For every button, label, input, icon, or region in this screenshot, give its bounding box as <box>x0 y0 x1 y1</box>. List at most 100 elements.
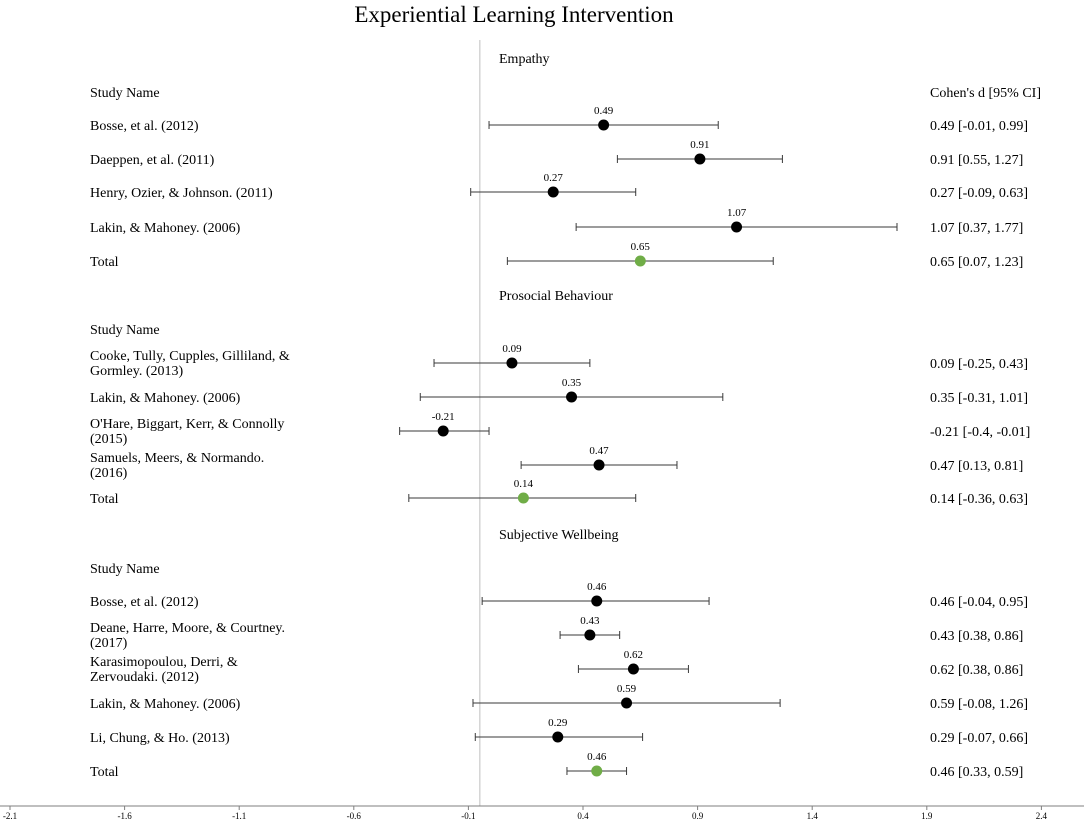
study-label: Total <box>90 255 119 270</box>
data-label: 0.35 <box>562 377 582 389</box>
effect-point <box>621 697 633 709</box>
study-label: O'Hare, Biggart, Kerr, & Connolly (2015) <box>90 417 284 447</box>
effect-point <box>598 119 610 131</box>
ci-text: 0.46 [-0.04, 0.95] <box>930 595 1028 610</box>
study-label: Deane, Harre, Moore, & Courtney. (2017) <box>90 621 285 651</box>
study-row: Bosse, et al. (2012) 0.46 0.46 [-0.04, 0.9… <box>90 581 1028 610</box>
study-label: Total <box>90 765 119 780</box>
study-row: Karasimopoulou, Derri, & Zervoudaki. (201… <box>90 649 1023 685</box>
data-label: 0.27 <box>544 172 564 184</box>
data-label: 0.46 <box>587 751 607 763</box>
effect-point <box>552 731 564 743</box>
study-label: Lakin, & Mahoney. (2006) <box>90 221 241 236</box>
effect-point <box>506 357 518 369</box>
section-0: Empathy Study Name Cohen's d [95% CI] Bosse… <box>90 52 1041 270</box>
study-label: Samuels, Meers, & Normando. (2016) <box>90 451 264 481</box>
ci-text: 0.62 [0.38, 0.86] <box>930 663 1023 678</box>
section-title: Empathy <box>499 52 550 67</box>
study-label: Total <box>90 492 119 507</box>
tick-label: -1.1 <box>232 811 246 821</box>
study-row: Cooke, Tully, Cupples, Gilliland, & Gorml… <box>90 343 1028 379</box>
tick-label: -0.6 <box>347 811 362 821</box>
tick-label: 1.4 <box>807 811 819 821</box>
ci-text: 0.46 [0.33, 0.59] <box>930 765 1023 780</box>
tick-label: 2.4 <box>1036 811 1048 821</box>
x-axis: -2.1 -1.6 -1.1 -0.6 -0.1 0.4 0.9 1.4 1.9 2.4 <box>0 805 1084 821</box>
effect-point <box>437 425 449 437</box>
study-row: Deane, Harre, Moore, & Courtney. (2017) 0.… <box>90 615 1023 651</box>
effect-point <box>694 153 706 165</box>
effect-point <box>593 459 605 471</box>
ci-text: 0.47 [0.13, 0.81] <box>930 459 1023 474</box>
data-label: 0.49 <box>594 105 614 117</box>
study-label: Bosse, et al. (2012) <box>90 595 199 610</box>
ci-text: 0.29 [-0.07, 0.66] <box>930 731 1028 746</box>
total-row: Total 0.65 0.65 [0.07, 1.23] <box>90 241 1023 270</box>
effect-point <box>591 595 603 607</box>
ci-text: 0.49 [-0.01, 0.99] <box>930 119 1028 134</box>
ci-text: 0.14 [-0.36, 0.63] <box>930 492 1028 507</box>
ci-text: 1.07 [0.37, 1.77] <box>930 221 1023 236</box>
study-row: Daeppen, et al. (2011) 0.91 0.91 [0.55, 1.… <box>90 139 1023 168</box>
data-label: 0.47 <box>589 445 609 457</box>
study-name-header: Study Name <box>90 86 160 101</box>
data-label: 0.29 <box>548 717 568 729</box>
data-label: 0.62 <box>624 649 643 661</box>
ci-text: 0.43 [0.38, 0.86] <box>930 629 1023 644</box>
effect-point <box>627 663 639 675</box>
tick-label: 1.9 <box>921 811 933 821</box>
effect-point <box>731 221 743 233</box>
tick-label: 0.9 <box>692 811 704 821</box>
tick-label: -2.1 <box>3 811 17 821</box>
ci-header: Cohen's d [95% CI] <box>930 86 1041 101</box>
study-label: Li, Chung, & Ho. (2013) <box>90 731 230 746</box>
plot-rows: Empathy Study Name Cohen's d [95% CI] Bosse… <box>90 52 1041 780</box>
ci-text: -0.21 [-0.4, -0.01] <box>930 425 1030 440</box>
data-label: 0.59 <box>617 683 637 695</box>
ci-text: 0.27 [-0.09, 0.63] <box>930 186 1028 201</box>
study-row: Lakin, & Mahoney. (2006) 1.07 1.07 [0.37, … <box>90 207 1023 236</box>
data-label: 0.65 <box>631 241 651 253</box>
effect-point <box>566 391 578 403</box>
total-row: Total 0.14 0.14 [-0.36, 0.63] <box>90 478 1028 507</box>
data-label: 0.46 <box>587 581 607 593</box>
study-label: Karasimopoulou, Derri, & Zervoudaki. (201… <box>90 655 238 685</box>
study-label: Lakin, & Mahoney. (2006) <box>90 697 241 712</box>
study-name-header: Study Name <box>90 562 160 577</box>
study-row: Henry, Ozier, & Johnson. (2011) 0.27 0.27 … <box>90 172 1028 201</box>
effect-point <box>584 629 596 641</box>
study-row: Samuels, Meers, & Normando. (2016) 0.47 0.4… <box>90 445 1023 481</box>
tick-label: 0.4 <box>577 811 589 821</box>
data-label: -0.21 <box>432 411 455 423</box>
total-row: Total 0.46 0.46 [0.33, 0.59] <box>90 751 1023 780</box>
study-row: Bosse, et al. (2012) 0.49 0.49 [-0.01, 0.9… <box>90 105 1028 134</box>
study-label: Bosse, et al. (2012) <box>90 119 199 134</box>
total-point <box>517 492 529 504</box>
chart-title: Experiential Learning Intervention <box>354 2 674 27</box>
study-row: Lakin, & Mahoney. (2006) 0.59 0.59 [-0.08,… <box>90 683 1028 712</box>
study-row: Li, Chung, & Ho. (2013) 0.29 0.29 [-0.07, … <box>90 717 1028 746</box>
data-label: 0.09 <box>502 343 522 355</box>
ci-text: 0.91 [0.55, 1.27] <box>930 153 1023 168</box>
section-title: Prosocial Behaviour <box>499 289 613 304</box>
section-2: Subjective Wellbeing Study Name Bosse, et … <box>90 528 1028 780</box>
ci-text: 0.35 [-0.31, 1.01] <box>930 391 1028 406</box>
ci-text: 0.09 [-0.25, 0.43] <box>930 357 1028 372</box>
section-title: Subjective Wellbeing <box>499 528 619 543</box>
study-name-header: Study Name <box>90 323 160 338</box>
study-label: Daeppen, et al. (2011) <box>90 153 215 168</box>
ci-text: 0.65 [0.07, 1.23] <box>930 255 1023 270</box>
ci-text: 0.59 [-0.08, 1.26] <box>930 697 1028 712</box>
study-label: Lakin, & Mahoney. (2006) <box>90 391 241 406</box>
data-label: 0.43 <box>580 615 600 627</box>
study-label: Cooke, Tully, Cupples, Gilliland, & Gorml… <box>90 349 290 379</box>
study-row: O'Hare, Biggart, Kerr, & Connolly (2015) -… <box>90 411 1030 447</box>
data-label: 0.91 <box>690 139 709 151</box>
total-point <box>634 255 646 267</box>
study-row: Lakin, & Mahoney. (2006) 0.35 0.35 [-0.31,… <box>90 377 1028 406</box>
tick-label: -0.1 <box>461 811 475 821</box>
study-label: Henry, Ozier, & Johnson. (2011) <box>90 186 273 201</box>
effect-point <box>547 186 559 198</box>
data-label: 0.14 <box>514 478 534 490</box>
